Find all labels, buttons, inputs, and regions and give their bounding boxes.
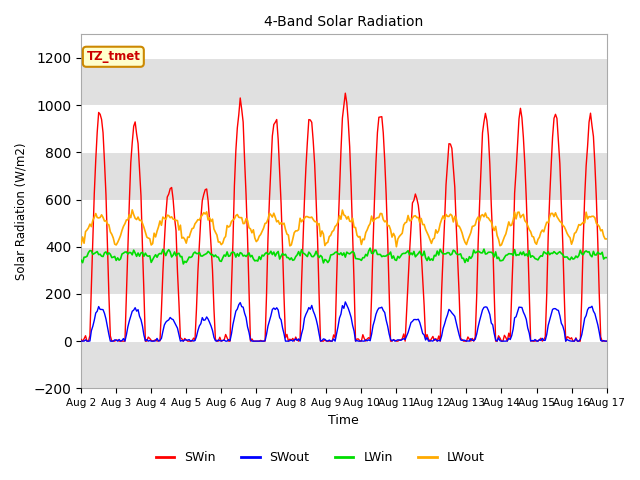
Title: 4-Band Solar Radiation: 4-Band Solar Radiation xyxy=(264,15,424,29)
Bar xyxy=(81,341,607,388)
X-axis label: Time: Time xyxy=(328,414,359,427)
Legend: SWin, SWout, LWin, LWout: SWin, SWout, LWin, LWout xyxy=(150,446,490,469)
Bar xyxy=(81,152,607,200)
Y-axis label: Solar Radiation (W/m2): Solar Radiation (W/m2) xyxy=(15,143,28,280)
Text: TZ_tmet: TZ_tmet xyxy=(86,50,140,63)
Bar xyxy=(81,58,607,105)
Bar xyxy=(81,247,607,294)
